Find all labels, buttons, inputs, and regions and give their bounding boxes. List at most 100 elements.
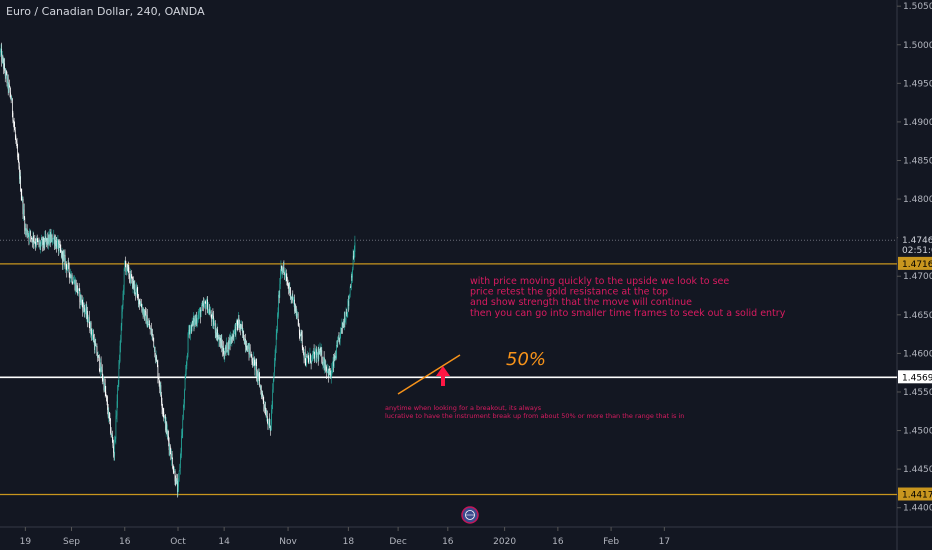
candle-body — [58, 243, 60, 252]
candle-body — [286, 276, 288, 282]
candle-body — [241, 325, 243, 328]
main-note-line[interactable]: then you can go into smaller time frames… — [470, 308, 786, 319]
candle-body — [87, 321, 89, 323]
candle-body — [270, 424, 272, 431]
candle-body — [137, 292, 139, 295]
y-tick-label: 1.44500 — [903, 465, 932, 475]
price-badges: 1.4746702:51:05 1.47160 1.45690 1.44171 — [898, 233, 932, 501]
candle-body — [294, 305, 296, 312]
candle-body — [256, 364, 258, 376]
text-notes[interactable]: with price moving quickly to the upside … — [385, 276, 786, 420]
candle-body — [226, 342, 227, 350]
candle-body — [47, 238, 49, 244]
candle-body — [252, 363, 254, 366]
candle-body — [78, 288, 80, 290]
candle-body — [54, 240, 56, 245]
candle-body — [306, 356, 308, 358]
drawings[interactable]: 50% — [397, 349, 546, 524]
candle-body — [35, 242, 36, 244]
candle-body — [330, 370, 331, 378]
candle-body — [306, 356, 307, 366]
candle-body — [127, 264, 129, 267]
candle-body — [201, 305, 203, 306]
candle-body — [249, 347, 250, 355]
candle-body — [123, 289, 124, 294]
candle-body — [26, 228, 27, 231]
small-note-line[interactable]: lucrative to have the instrument break u… — [385, 412, 684, 420]
candle-body — [273, 372, 275, 382]
candle-body — [75, 283, 76, 290]
candle-body — [251, 356, 253, 362]
candle-body — [15, 136, 17, 141]
candle-body — [128, 267, 130, 277]
candle-body — [210, 311, 211, 313]
candle-body — [315, 349, 317, 352]
candle-body — [222, 347, 224, 351]
y-tick-label: 1.44000 — [903, 504, 932, 514]
candle-body — [265, 414, 267, 417]
candle-body — [329, 370, 331, 375]
globe-icon[interactable] — [461, 506, 479, 524]
candle-body — [345, 312, 347, 321]
candle-body — [274, 354, 276, 364]
candle-body — [285, 274, 287, 277]
up-arrow-icon[interactable] — [436, 366, 450, 386]
candle-body — [48, 234, 50, 244]
handwritten-50-percent[interactable]: 50% — [506, 349, 546, 370]
x-tick-label: Sep — [63, 537, 80, 547]
candle-body — [27, 234, 29, 236]
candle-body — [153, 337, 155, 347]
candle-body — [98, 356, 100, 370]
candle-body — [116, 415, 117, 417]
candle-body — [107, 409, 109, 417]
candle-body — [229, 338, 230, 350]
candle-body — [1, 56, 3, 62]
candle-body — [36, 238, 38, 240]
candle-body — [248, 343, 250, 355]
candle-body — [227, 341, 229, 351]
candle-body — [144, 310, 146, 317]
candle-body — [132, 280, 134, 289]
gold-resistance-badge-label: 1.47160 — [902, 260, 932, 270]
trend-line[interactable] — [397, 354, 461, 395]
candle-body — [28, 234, 30, 239]
small-note-line[interactable]: anytime when looking for a breakout, its… — [385, 404, 542, 412]
gold-bottom-badge — [898, 487, 932, 501]
candle-body — [106, 395, 107, 397]
candle-body — [25, 228, 26, 231]
candle-body — [18, 160, 20, 167]
candle-body — [124, 260, 126, 265]
main-note-line[interactable]: and show strength that the move will con… — [470, 297, 692, 308]
candle-body — [68, 263, 70, 273]
candles[interactable] — [0, 42, 356, 498]
x-tick-label: 19 — [20, 537, 32, 547]
candle-body — [23, 209, 24, 215]
candle-body — [183, 403, 185, 408]
candle-body — [154, 346, 156, 357]
candle-body — [59, 243, 61, 245]
candle-body — [174, 471, 176, 482]
candle-body — [159, 383, 161, 389]
candle-body — [85, 307, 87, 316]
candle-body — [104, 384, 106, 392]
candle-body — [156, 361, 158, 366]
horizontal-levels[interactable] — [0, 239, 897, 496]
candle-body — [177, 486, 179, 493]
candle-body — [235, 326, 236, 336]
candle-body — [293, 300, 294, 302]
time-axis[interactable]: 19 Sep 16 Oct 14 Nov 18 Dec 16 2020 16 Feb 17 — [20, 527, 670, 547]
candle-body — [180, 451, 182, 456]
candle-body — [174, 471, 175, 472]
candle-body — [204, 301, 205, 305]
main-note-line[interactable]: price retest the gold resistance at the … — [470, 287, 668, 298]
candle-body — [130, 273, 132, 277]
main-note-line[interactable]: with price moving quickly to the upside … — [470, 276, 729, 287]
candle-body — [330, 375, 332, 378]
candle-body — [258, 373, 260, 379]
candle-body — [94, 342, 96, 351]
candle-body — [343, 318, 345, 325]
candle-body — [258, 373, 259, 379]
candle-body — [350, 287, 352, 289]
x-tick-label: 2020 — [493, 537, 516, 547]
